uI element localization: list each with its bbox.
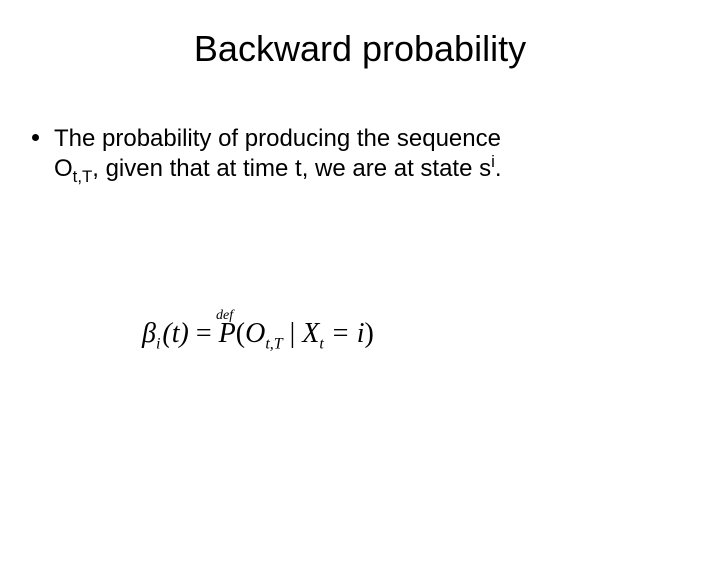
slide-title: Backward probability bbox=[0, 28, 720, 70]
formula-X: X bbox=[302, 318, 319, 349]
bullet-suffix: . bbox=[495, 155, 502, 182]
formula-O-sub: t,T bbox=[265, 336, 282, 353]
formula-equals: = bbox=[189, 318, 219, 349]
bullet-O: O bbox=[54, 155, 73, 182]
formula-O: O bbox=[245, 318, 265, 349]
formula-open: ( bbox=[236, 318, 245, 349]
slide: Backward probability The probability of … bbox=[0, 28, 720, 568]
bullet-marker bbox=[32, 134, 39, 141]
bullet-O-sub: t,T bbox=[73, 167, 93, 186]
bullet-line1: The probability of producing the sequenc… bbox=[54, 125, 501, 152]
formula-bar: | bbox=[283, 318, 303, 349]
formula-def-label: def bbox=[216, 308, 233, 324]
formula-main: βi(t) = P(Ot,T | Xt = i) bbox=[142, 318, 374, 349]
bullet-item: The probability of producing the sequenc… bbox=[0, 124, 720, 184]
formula-beta-sub: i bbox=[156, 336, 160, 353]
formula-close: ) bbox=[365, 318, 374, 349]
bullet-mid: , given that at time t, we are at state … bbox=[92, 155, 491, 182]
formula: def βi(t) = P(Ot,T | Xt = i) bbox=[142, 318, 374, 350]
formula-t-paren: (t) bbox=[162, 318, 188, 349]
formula-eq-i: = i bbox=[324, 318, 365, 349]
bullet-text: The probability of producing the sequenc… bbox=[54, 124, 690, 184]
formula-beta: β bbox=[142, 318, 156, 349]
